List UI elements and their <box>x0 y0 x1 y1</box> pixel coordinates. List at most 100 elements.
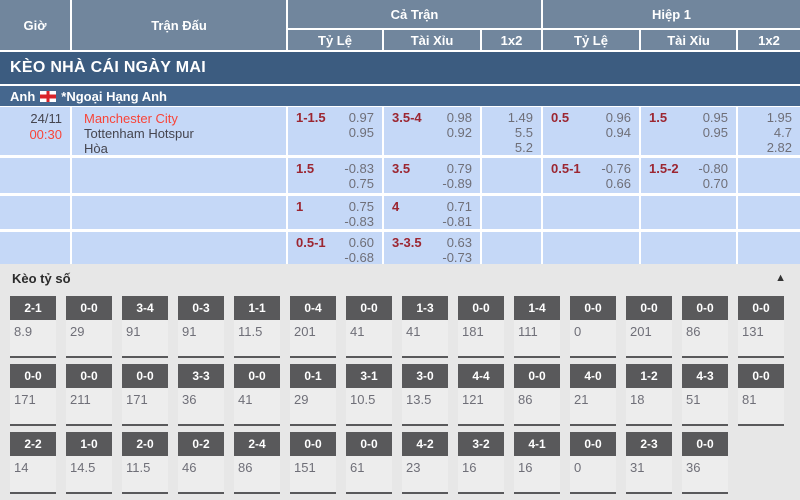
score-box[interactable]: 0-0 41 <box>234 364 280 426</box>
ft-1x2-cell[interactable]: 1.49 5.5 5.2 <box>482 107 541 155</box>
handicap-line: 0.5 <box>551 110 570 125</box>
score-box[interactable]: 3-1 10.5 <box>346 364 392 426</box>
ft-handicap-cell[interactable]: 1.5 -0.83 0.75 <box>288 158 382 193</box>
score-box[interactable]: 0-0 171 <box>122 364 168 426</box>
league-row[interactable]: Anh *Ngoại Hạng Anh <box>0 86 800 106</box>
score-box[interactable]: 0-0 201 <box>626 296 672 358</box>
score-box[interactable]: 0-4 201 <box>290 296 336 358</box>
score-box[interactable]: 0-0 0 <box>570 432 616 494</box>
odds-value: -0.76 <box>601 161 631 176</box>
score-odds: 11.5 <box>234 320 280 358</box>
score-odds: 16 <box>514 456 560 494</box>
score-box[interactable]: 0-0 81 <box>738 364 784 426</box>
match-teams-cell <box>72 158 286 193</box>
ft-1x2-cell <box>482 196 541 229</box>
score-label: 3-0 <box>402 364 448 388</box>
score-box[interactable]: 2-4 86 <box>234 432 280 494</box>
score-box[interactable]: 0-3 91 <box>178 296 224 358</box>
ft-handicap-cell[interactable]: 1 0.75 -0.83 <box>288 196 382 229</box>
score-box[interactable]: 4-1 16 <box>514 432 560 494</box>
score-label: 2-1 <box>10 296 56 320</box>
handicap-line: 1 <box>296 199 304 214</box>
score-box[interactable]: 0-0 41 <box>346 296 392 358</box>
score-box[interactable]: 0-0 131 <box>738 296 784 358</box>
score-odds: 171 <box>122 388 168 426</box>
score-box[interactable]: 0-0 151 <box>290 432 336 494</box>
score-label: 0-3 <box>178 296 224 320</box>
score-odds: 131 <box>738 320 784 358</box>
ft-handicap-cell[interactable]: 1-1.5 0.97 0.95 <box>288 107 382 155</box>
h1-handicap-cell[interactable]: 0.5-1 -0.76 0.66 <box>543 158 639 193</box>
score-label: 0-0 <box>10 364 56 388</box>
odds-value: -0.89 <box>442 176 472 191</box>
score-box[interactable]: 4-3 51 <box>682 364 728 426</box>
score-label: 4-2 <box>402 432 448 456</box>
header-ft-1x2: 1x2 <box>482 30 541 50</box>
score-box[interactable]: 0-0 86 <box>514 364 560 426</box>
ft-overunder-cell[interactable]: 3-3.5 0.63 -0.73 <box>384 232 480 264</box>
score-box[interactable]: 0-0 171 <box>10 364 56 426</box>
score-box[interactable]: 1-1 11.5 <box>234 296 280 358</box>
score-box[interactable]: 1-4 111 <box>514 296 560 358</box>
ft-overunder-cell[interactable]: 3.5-4 0.98 0.92 <box>384 107 480 155</box>
ft-overunder-cell[interactable]: 4 0.71 -0.81 <box>384 196 480 229</box>
score-box[interactable]: 1-2 18 <box>626 364 672 426</box>
score-odds: 36 <box>178 388 224 426</box>
header-h1-1x2: 1x2 <box>738 30 800 50</box>
score-box[interactable]: 4-2 23 <box>402 432 448 494</box>
score-odds: 171 <box>10 388 56 426</box>
score-label: 3-1 <box>346 364 392 388</box>
score-box[interactable]: 0-1 29 <box>290 364 336 426</box>
score-box[interactable]: 2-3 31 <box>626 432 672 494</box>
match-time-cell <box>0 196 70 229</box>
score-box[interactable]: 2-1 8.9 <box>10 296 56 358</box>
score-box[interactable]: 4-0 21 <box>570 364 616 426</box>
section-banner: KÈO NHÀ CÁI NGÀY MAI <box>0 52 800 84</box>
score-box[interactable]: 0-0 86 <box>682 296 728 358</box>
correct-score-title: Kèo tỷ số <box>12 270 71 286</box>
score-box[interactable]: 3-4 91 <box>122 296 168 358</box>
match-date: 24/11 <box>30 111 62 126</box>
collapse-arrow-icon[interactable]: ▲ <box>775 272 786 284</box>
score-box[interactable]: 0-0 61 <box>346 432 392 494</box>
ft-1x2-cell <box>482 158 541 193</box>
score-odds: 14.5 <box>66 456 112 494</box>
h1-overunder-cell[interactable]: 1.5 0.95 0.95 <box>641 107 736 155</box>
score-label: 0-0 <box>234 364 280 388</box>
score-box[interactable]: 2-0 11.5 <box>122 432 168 494</box>
score-label: 0-0 <box>66 296 112 320</box>
score-box[interactable]: 2-2 14 <box>10 432 56 494</box>
score-box[interactable]: 0-0 211 <box>66 364 112 426</box>
score-box[interactable]: 3-3 36 <box>178 364 224 426</box>
h1-1x2-cell <box>738 196 800 229</box>
score-box[interactable]: 0-0 181 <box>458 296 504 358</box>
overunder-line: 1.5-2 <box>649 161 679 176</box>
ft-overunder-cell[interactable]: 3.5 0.79 -0.89 <box>384 158 480 193</box>
overunder-line: 3.5 <box>392 161 411 176</box>
score-box[interactable]: 0-2 46 <box>178 432 224 494</box>
match-teams-cell[interactable]: Manchester City Tottenham Hotspur Hòa <box>72 107 286 155</box>
score-box[interactable]: 3-0 13.5 <box>402 364 448 426</box>
odds-value: 0.79 <box>446 161 472 176</box>
score-box[interactable]: 0-0 36 <box>682 432 728 494</box>
score-box[interactable]: 0-0 29 <box>66 296 112 358</box>
score-box[interactable]: 0-0 0 <box>570 296 616 358</box>
ft-handicap-cell[interactable]: 0.5-1 0.60 -0.68 <box>288 232 382 264</box>
score-label: 0-0 <box>682 432 728 456</box>
score-box[interactable]: 4-4 121 <box>458 364 504 426</box>
h1-overunder-cell[interactable]: 1.5-2 -0.80 0.70 <box>641 158 736 193</box>
score-box[interactable]: 3-2 16 <box>458 432 504 494</box>
h1-handicap-cell[interactable]: 0.5 0.96 0.94 <box>543 107 639 155</box>
score-label: 0-0 <box>290 432 336 456</box>
match-time-cell <box>0 232 70 264</box>
handicap-line: 1-1.5 <box>296 110 326 125</box>
score-box[interactable]: 1-3 41 <box>402 296 448 358</box>
overunder-line: 1.5 <box>649 110 668 125</box>
score-odds: 46 <box>178 456 224 494</box>
h1-1x2-cell[interactable]: 1.95 4.7 2.82 <box>738 107 800 155</box>
odds-value: -0.83 <box>344 214 374 229</box>
score-box[interactable]: 1-0 14.5 <box>66 432 112 494</box>
correct-score-header[interactable]: Kèo tỷ số ▲ <box>0 264 800 292</box>
score-row: 0-0 171 0-0 211 0-0 171 3-3 36 0-0 41 0-1 29 3-1 10.5… <box>10 364 800 426</box>
score-label: 0-0 <box>346 296 392 320</box>
